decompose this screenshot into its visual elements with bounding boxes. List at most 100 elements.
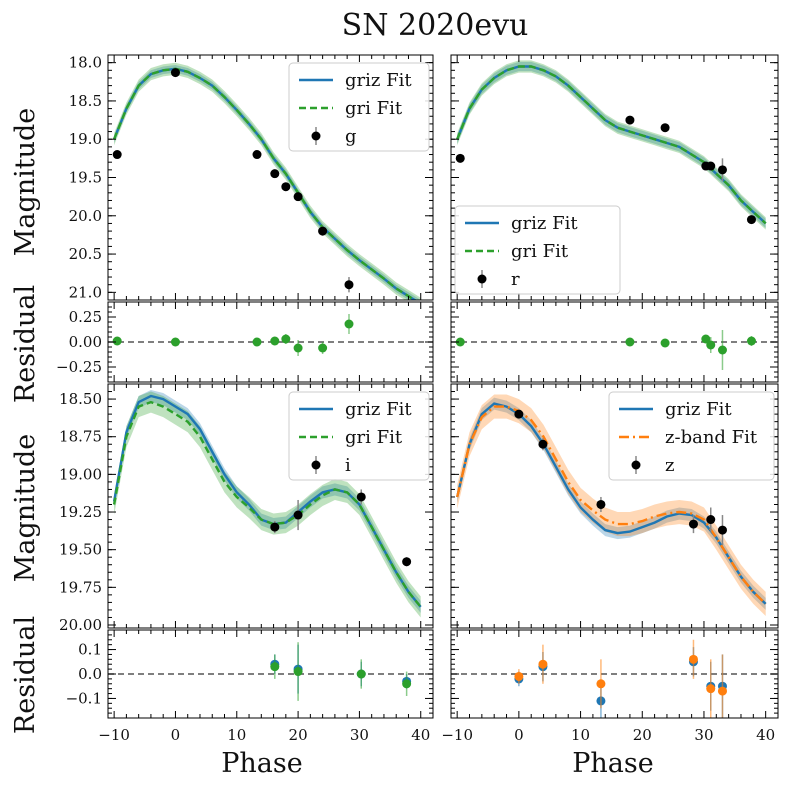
panel-z-residual-xtick-label: 30: [694, 726, 713, 744]
panel-z-plot: [456, 394, 767, 616]
panel-g-ytick-label: 18.5: [69, 92, 102, 110]
panel-g-data-point: [318, 226, 328, 236]
panel-i-data-point: [293, 510, 303, 520]
panel-i-data-point: [356, 492, 366, 502]
panel-i-residual-xtick-label: 0: [171, 726, 181, 744]
panel-i-ytick-label: 18.50: [59, 390, 102, 408]
panel-i-legend-marker: [311, 460, 321, 470]
panel-z-residual-plot: [451, 639, 778, 718]
panel-g-data-point: [112, 150, 122, 160]
panel-g-ytick-label: 19.0: [69, 130, 102, 148]
panel-i-ytick-label: 20.00: [59, 616, 102, 634]
panel-r-data-point: [706, 161, 716, 171]
panel-r-residual-plot: [451, 330, 778, 370]
panel-g-ytick-label: 21.0: [69, 283, 102, 301]
panel-z-residual-point: [538, 659, 548, 669]
panel-r-data-point: [717, 165, 727, 175]
xlabel-left: Phase: [221, 748, 303, 779]
panel-g-data-point: [270, 169, 280, 179]
panel-g-residual-plot: [108, 314, 433, 356]
ylabel-residual-bottom: Residual: [10, 616, 41, 734]
panel-g-residual-point: [318, 343, 328, 353]
panel-i-ytick-label: 18.75: [59, 428, 102, 446]
panel-z-band: [457, 394, 766, 616]
panel-g-legend-label: gri Fit: [345, 98, 403, 119]
figure-title: SN 2020evu: [342, 8, 529, 43]
xlabel-right: Phase: [572, 748, 654, 779]
panel-r-residual-point: [455, 337, 465, 347]
panel-i-residual-xtick-label: 40: [411, 726, 430, 744]
panel-i-data-point: [270, 522, 280, 532]
ylabel-magnitude-bottom: Magnitude: [10, 434, 41, 583]
panel-g-data-point: [252, 150, 262, 160]
panel-r-data-point: [660, 123, 670, 133]
panel-r-legend-label: gri Fit: [511, 241, 569, 262]
panel-i-frame: [107, 383, 434, 629]
panel-r-band: [457, 61, 766, 229]
panel-g-plot: [112, 62, 421, 300]
panel-g-legend-frame: [288, 62, 430, 152]
panel-z-frame: [450, 383, 779, 629]
panel-z-residual-point: [688, 654, 698, 664]
panel-g-legend-label: griz Fit: [345, 70, 412, 91]
panel-i-legend-label: gri Fit: [345, 427, 403, 448]
panel-z-data-point: [717, 525, 727, 535]
panel-g-residual-point: [170, 337, 180, 347]
panel-r-residual-point: [706, 340, 716, 350]
panel-r-residual-point: [717, 345, 727, 355]
panel-g-residual-point: [293, 343, 303, 353]
panel-i-residual-xtick-label: 30: [350, 726, 369, 744]
panel-z-residual-point: [717, 686, 727, 696]
panel-z-residual-xtick-label: 0: [514, 726, 524, 744]
panel-g-ytick-label: 20.0: [69, 207, 102, 225]
panel-r-data-point: [746, 215, 756, 225]
panel-i-residual-xtick-label: 10: [227, 726, 246, 744]
panel-z-residual-point: [514, 671, 524, 681]
panel-i-residual-ytick-label: 0.0: [78, 665, 102, 683]
panel-i-residual-point: [270, 662, 280, 672]
panel-r-legend-marker: [477, 274, 487, 284]
panel-i-legend-label: griz Fit: [345, 399, 412, 420]
panel-r-residual-point: [701, 334, 711, 344]
panel-r-legend-frame: [454, 205, 621, 295]
panel-z-series-line: [456, 405, 767, 605]
panel-i-residual-point: [402, 679, 412, 689]
panel-z-data-point: [688, 519, 698, 529]
panel-g-data-point: [344, 280, 354, 290]
panel-g-legend: griz Fit gri Fit g: [288, 62, 430, 152]
panel-z-data-point: [596, 499, 606, 509]
ylabel-magnitude-top: Magnitude: [10, 108, 41, 257]
panel-z-residual-point: [706, 684, 716, 694]
panel-i-ytick-label: 19.50: [59, 541, 102, 559]
panel-g-residual-ytick-label: 0.00: [69, 333, 102, 351]
panel-g-data-point: [281, 182, 291, 192]
panel-g-residual-ytick-label: −0.25: [56, 358, 102, 376]
panel-r-residual-point: [660, 338, 670, 348]
panel-i-legend: griz Fit gri Fit i: [288, 391, 430, 481]
panel-i-legend-label: i: [345, 455, 351, 476]
panel-g-data-point: [293, 192, 303, 202]
panel-i-ytick-label: 19.25: [59, 503, 102, 521]
panel-g-residual-point: [281, 334, 291, 344]
panel-g-residual-ytick-label: 0.25: [69, 308, 102, 326]
panel-z-residual-xtick-label: 40: [756, 726, 775, 744]
panel-r-series-line: [456, 65, 767, 225]
panel-r-legend-label: r: [511, 269, 520, 290]
panel-i-ytick-label: 19.00: [59, 465, 102, 483]
panel-i-residual-xtick-label: −10: [98, 726, 130, 744]
panel-g-residual-point: [252, 337, 262, 347]
panel-r-data-point: [455, 153, 465, 163]
panel-g-ytick-label: 19.5: [69, 169, 102, 187]
panel-z-legend-label: griz Fit: [665, 399, 732, 420]
panel-i-data-point: [402, 557, 412, 567]
panel-z-residual-xtick-label: 20: [633, 726, 652, 744]
ylabel-residual-top: Residual: [10, 285, 41, 403]
panel-g-residual-point: [344, 319, 354, 329]
panel-r-series-line: [456, 65, 767, 225]
panel-g-ytick-label: 18.0: [69, 54, 102, 72]
panel-z-legend-label: z: [665, 455, 674, 476]
panel-i-residual-ytick-label: 0.1: [78, 641, 102, 659]
panel-i-residual-point: [356, 669, 366, 679]
panel-g-data-point: [170, 68, 180, 78]
panel-r-legend-label: griz Fit: [511, 213, 578, 234]
